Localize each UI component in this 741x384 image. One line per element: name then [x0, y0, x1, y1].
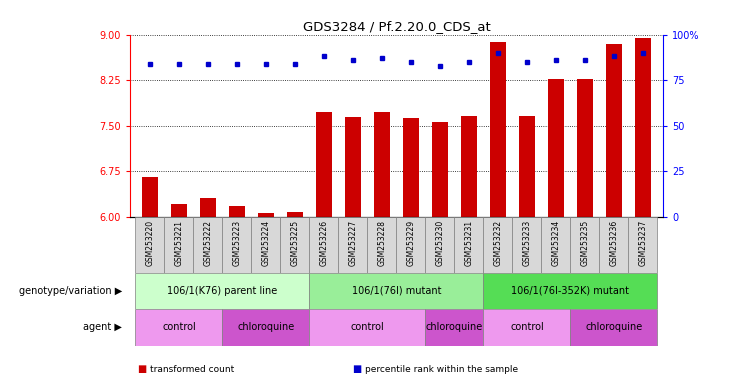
Text: GSM253232: GSM253232: [494, 220, 502, 266]
Bar: [287, 212, 303, 217]
Text: GSM253220: GSM253220: [145, 220, 154, 266]
Bar: [425, 217, 454, 273]
Bar: [136, 273, 310, 309]
Bar: [222, 309, 310, 346]
Title: GDS3284 / Pf.2.20.0_CDS_at: GDS3284 / Pf.2.20.0_CDS_at: [302, 20, 491, 33]
Text: GSM253226: GSM253226: [319, 220, 328, 266]
Bar: [165, 217, 193, 273]
Bar: [571, 309, 657, 346]
Bar: [599, 217, 628, 273]
Bar: [142, 177, 158, 217]
Bar: [396, 217, 425, 273]
Bar: [490, 42, 506, 217]
Bar: [258, 213, 274, 217]
Bar: [136, 217, 165, 273]
Bar: [310, 217, 339, 273]
Bar: [222, 217, 251, 273]
Bar: [483, 217, 513, 273]
Bar: [461, 116, 477, 217]
Bar: [229, 206, 245, 217]
Text: ■: ■: [352, 364, 361, 374]
Bar: [577, 79, 593, 217]
Bar: [171, 204, 187, 217]
Bar: [425, 309, 483, 346]
Text: 106/1(K76) parent line: 106/1(K76) parent line: [167, 286, 278, 296]
Text: GSM253222: GSM253222: [204, 220, 213, 266]
Text: GSM253237: GSM253237: [639, 220, 648, 266]
Text: GSM253230: GSM253230: [436, 220, 445, 266]
Bar: [339, 217, 368, 273]
Text: chloroquine: chloroquine: [237, 322, 295, 333]
Bar: [280, 217, 310, 273]
Bar: [193, 217, 222, 273]
Text: control: control: [510, 322, 544, 333]
Text: GSM253224: GSM253224: [262, 220, 270, 266]
Bar: [483, 273, 657, 309]
Text: GSM253221: GSM253221: [174, 220, 184, 266]
Text: GSM253228: GSM253228: [377, 220, 387, 266]
Bar: [542, 217, 571, 273]
Bar: [571, 217, 599, 273]
Bar: [345, 117, 361, 217]
Bar: [606, 44, 622, 217]
Text: GSM253227: GSM253227: [348, 220, 357, 266]
Text: ■: ■: [137, 364, 146, 374]
Text: transformed count: transformed count: [150, 366, 235, 374]
Text: percentile rank within the sample: percentile rank within the sample: [365, 366, 519, 374]
Text: chloroquine: chloroquine: [426, 322, 483, 333]
Text: GSM253236: GSM253236: [609, 220, 619, 266]
Bar: [136, 309, 222, 346]
Bar: [432, 122, 448, 217]
Text: GSM253235: GSM253235: [580, 220, 589, 266]
Bar: [483, 309, 571, 346]
Bar: [628, 217, 657, 273]
Text: control: control: [350, 322, 385, 333]
Bar: [513, 217, 542, 273]
Bar: [519, 116, 535, 217]
Text: 106/1(76I) mutant: 106/1(76I) mutant: [352, 286, 441, 296]
Bar: [454, 217, 483, 273]
Text: GSM253229: GSM253229: [406, 220, 416, 266]
Text: chloroquine: chloroquine: [585, 322, 642, 333]
Bar: [310, 273, 483, 309]
Bar: [548, 79, 564, 217]
Bar: [200, 198, 216, 217]
Bar: [403, 118, 419, 217]
Bar: [310, 309, 425, 346]
Text: GSM253233: GSM253233: [522, 220, 531, 266]
Bar: [368, 217, 396, 273]
Text: control: control: [162, 322, 196, 333]
Text: agent ▶: agent ▶: [84, 322, 122, 333]
Text: GSM253231: GSM253231: [465, 220, 473, 266]
Text: GSM253234: GSM253234: [551, 220, 560, 266]
Bar: [251, 217, 280, 273]
Text: genotype/variation ▶: genotype/variation ▶: [19, 286, 122, 296]
Bar: [316, 113, 332, 217]
Text: GSM253223: GSM253223: [233, 220, 242, 266]
Text: GSM253225: GSM253225: [290, 220, 299, 266]
Bar: [374, 113, 390, 217]
Text: 106/1(76I-352K) mutant: 106/1(76I-352K) mutant: [511, 286, 629, 296]
Bar: [635, 38, 651, 217]
